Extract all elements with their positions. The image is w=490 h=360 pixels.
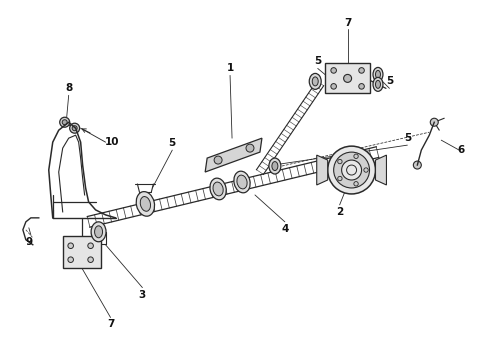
Circle shape	[359, 84, 365, 89]
Text: 5: 5	[404, 133, 411, 143]
Circle shape	[338, 159, 342, 164]
Circle shape	[70, 123, 80, 133]
FancyBboxPatch shape	[63, 236, 100, 268]
Polygon shape	[375, 155, 387, 185]
Text: 4: 4	[281, 224, 289, 234]
Circle shape	[331, 68, 337, 73]
Ellipse shape	[237, 175, 247, 189]
Ellipse shape	[373, 77, 383, 91]
Ellipse shape	[136, 192, 154, 216]
Ellipse shape	[213, 182, 223, 196]
Text: 9: 9	[25, 237, 32, 247]
Circle shape	[342, 160, 362, 180]
Ellipse shape	[272, 162, 278, 171]
Text: 7: 7	[344, 18, 351, 28]
Circle shape	[328, 146, 375, 194]
Polygon shape	[205, 138, 262, 172]
FancyBboxPatch shape	[325, 63, 370, 93]
Circle shape	[246, 144, 254, 152]
Ellipse shape	[373, 67, 383, 81]
Text: 3: 3	[139, 289, 146, 300]
Text: 7: 7	[107, 319, 114, 329]
Ellipse shape	[375, 80, 380, 88]
Ellipse shape	[95, 226, 102, 238]
Ellipse shape	[234, 171, 250, 193]
Circle shape	[62, 120, 67, 125]
Text: 5: 5	[314, 57, 321, 67]
Circle shape	[88, 257, 94, 262]
Text: 5: 5	[169, 138, 176, 148]
Circle shape	[359, 68, 365, 73]
Circle shape	[60, 117, 70, 127]
Circle shape	[68, 257, 73, 262]
Circle shape	[354, 154, 358, 158]
Circle shape	[338, 176, 342, 181]
Ellipse shape	[91, 222, 106, 242]
Ellipse shape	[140, 197, 150, 211]
Ellipse shape	[210, 178, 226, 200]
Text: 2: 2	[336, 207, 343, 217]
Ellipse shape	[269, 158, 281, 174]
Text: 10: 10	[105, 137, 120, 147]
Text: 8: 8	[65, 84, 73, 93]
Circle shape	[414, 161, 421, 169]
Circle shape	[343, 75, 352, 82]
Circle shape	[430, 118, 438, 126]
Text: 5: 5	[386, 76, 393, 86]
Circle shape	[354, 181, 358, 186]
Ellipse shape	[375, 71, 380, 78]
Circle shape	[334, 152, 369, 188]
Circle shape	[364, 168, 368, 172]
Circle shape	[72, 126, 77, 131]
Text: 1: 1	[226, 63, 234, 73]
Ellipse shape	[309, 73, 321, 89]
Circle shape	[331, 84, 337, 89]
Polygon shape	[317, 155, 328, 185]
Text: 6: 6	[458, 145, 465, 155]
Ellipse shape	[312, 77, 318, 86]
Circle shape	[214, 156, 222, 164]
Circle shape	[88, 243, 94, 248]
Circle shape	[68, 243, 73, 248]
